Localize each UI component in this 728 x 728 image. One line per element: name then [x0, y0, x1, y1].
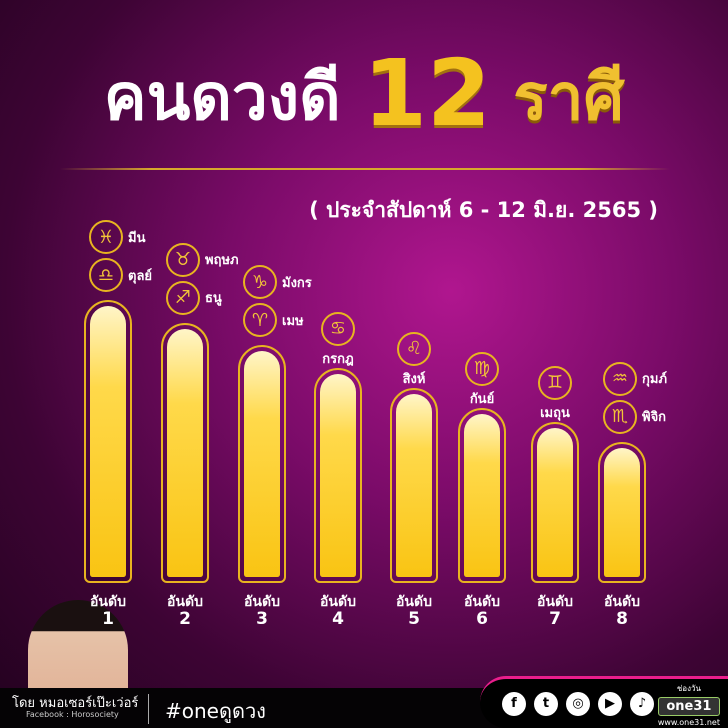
sign-name: กันย์	[469, 391, 495, 407]
sign-name: กุมภ์	[642, 372, 668, 387]
title-zodiac: ราศี	[513, 61, 625, 135]
logo-text: one31	[657, 697, 720, 716]
sign-aquarius: ♒ กุมภ์	[603, 361, 668, 396]
sign-scorpio: ♏ พิจิก	[603, 399, 667, 434]
sign-taurus: ♉ พฤษภ	[166, 242, 239, 277]
rank-word: อันดับ	[464, 594, 500, 610]
sign-name: พฤษภ	[205, 253, 239, 269]
youtube-icon[interactable]: ▶	[598, 691, 622, 716]
bar-fill	[604, 447, 640, 577]
channel-logo: ช่องวัน one31 www.one31.net	[657, 682, 720, 727]
sign-name: กรกฎ	[322, 351, 354, 367]
rank-label: อันดับ 8	[587, 594, 657, 628]
rank-bar-7	[531, 421, 579, 583]
sign-capricorn: ♑ มังกร	[243, 265, 312, 300]
rank-number: 2	[179, 609, 191, 629]
sign-name: มังกร	[282, 275, 312, 291]
rank-number: 1	[102, 609, 114, 629]
rank-label: อันดับ 7	[520, 594, 590, 628]
libra-icon: ♎	[89, 258, 123, 292]
gemini-icon: ♊	[538, 365, 572, 400]
rank-bar-1	[84, 300, 132, 583]
sign-aries: ♈ เมษ	[243, 303, 304, 338]
scorpio-icon: ♏	[603, 399, 637, 434]
website: www.one31.net	[657, 718, 720, 727]
sign-gemini: ♊ เมถุน	[531, 365, 579, 423]
sign-sagittarius: ♐ ธนู	[166, 280, 222, 315]
sign-name: เมถุน	[540, 405, 570, 421]
rank-number: 3	[256, 609, 268, 629]
rank-word: อันดับ	[244, 594, 280, 610]
rank-number: 8	[616, 609, 628, 629]
hashtag: #oneดูดวง	[165, 699, 266, 723]
sign-leo: ♌ สิงห์	[390, 331, 438, 389]
sign-name: มีน	[128, 230, 146, 246]
taurus-icon: ♉	[166, 242, 200, 277]
sign-name: ธนู	[205, 291, 222, 307]
channel-label: ช่องวัน	[676, 684, 701, 693]
title-number: 12	[362, 40, 491, 147]
subtitle: ( ประจำสัปดาห์ 6 - 12 มิ.ย. 2565 )	[309, 198, 658, 222]
rank-bar-6	[458, 407, 506, 583]
page-title: คนดวงดี 12 ราศี	[0, 40, 728, 148]
sign-libra: ♎ ตุลย์	[89, 258, 152, 292]
bar-fill	[244, 351, 280, 577]
leo-icon: ♌	[397, 331, 431, 366]
rank-word: อันดับ	[604, 594, 640, 610]
rank-bar-3	[238, 345, 286, 583]
aries-icon: ♈	[243, 303, 277, 338]
bar-fill	[464, 413, 500, 577]
divider	[148, 694, 149, 724]
sign-virgo: ♍ กันย์	[458, 351, 506, 409]
sign-pisces: ♓ มีน	[89, 220, 145, 254]
rank-word: อันดับ	[537, 594, 573, 610]
twitter-icon[interactable]: t	[534, 691, 558, 716]
rank-number: 7	[549, 609, 561, 629]
host-photo	[28, 600, 128, 688]
rank-label: อันดับ 5	[379, 594, 449, 628]
rank-label: อันดับ 6	[447, 594, 517, 628]
bar-fill	[396, 393, 432, 577]
aquarius-icon: ♒	[603, 361, 637, 396]
rank-label: อันดับ 2	[150, 594, 220, 628]
sign-name: สิงห์	[402, 371, 426, 387]
social-links: f t ◎ ▶ ♪	[480, 676, 728, 728]
author: โดย หมอเซอร์เป๊ะเว่อร์	[12, 696, 139, 711]
tiktok-icon[interactable]: ♪	[630, 691, 654, 716]
sign-name: เมษ	[282, 313, 304, 329]
pisces-icon: ♓	[89, 220, 123, 254]
rank-word: อันดับ	[167, 594, 203, 610]
sign-cancer: ♋ กรกฎ	[314, 311, 362, 369]
bar-fill	[537, 427, 573, 577]
rank-label: อันดับ 4	[303, 594, 373, 628]
rank-bar-2	[161, 322, 209, 583]
bar-fill	[320, 373, 356, 577]
rank-bar-4	[314, 367, 362, 583]
rank-number: 6	[476, 609, 488, 629]
title-text: คนดวงดี	[103, 61, 341, 135]
instagram-icon[interactable]: ◎	[566, 691, 590, 716]
bar-fill	[167, 328, 203, 577]
rank-number: 5	[408, 609, 420, 629]
sign-name: ตุลย์	[128, 268, 153, 284]
rank-word: อันดับ	[396, 594, 432, 610]
rank-bar-8	[598, 441, 646, 583]
cancer-icon: ♋	[321, 311, 355, 346]
facebook-credit: Facebook : Horosociety	[26, 710, 119, 719]
capricorn-icon: ♑	[243, 265, 277, 300]
rank-word: อันดับ	[90, 594, 126, 610]
sign-name: พิจิก	[642, 410, 667, 425]
rank-label: อันดับ 1	[73, 594, 143, 628]
sagittarius-icon: ♐	[166, 280, 200, 315]
facebook-icon[interactable]: f	[502, 691, 526, 716]
virgo-icon: ♍	[465, 351, 499, 386]
rank-number: 4	[332, 609, 344, 629]
rank-label: อันดับ 3	[227, 594, 297, 628]
divider	[60, 168, 670, 170]
bar-fill	[90, 306, 126, 577]
rank-word: อันดับ	[320, 594, 356, 610]
rank-bar-5	[390, 387, 438, 583]
